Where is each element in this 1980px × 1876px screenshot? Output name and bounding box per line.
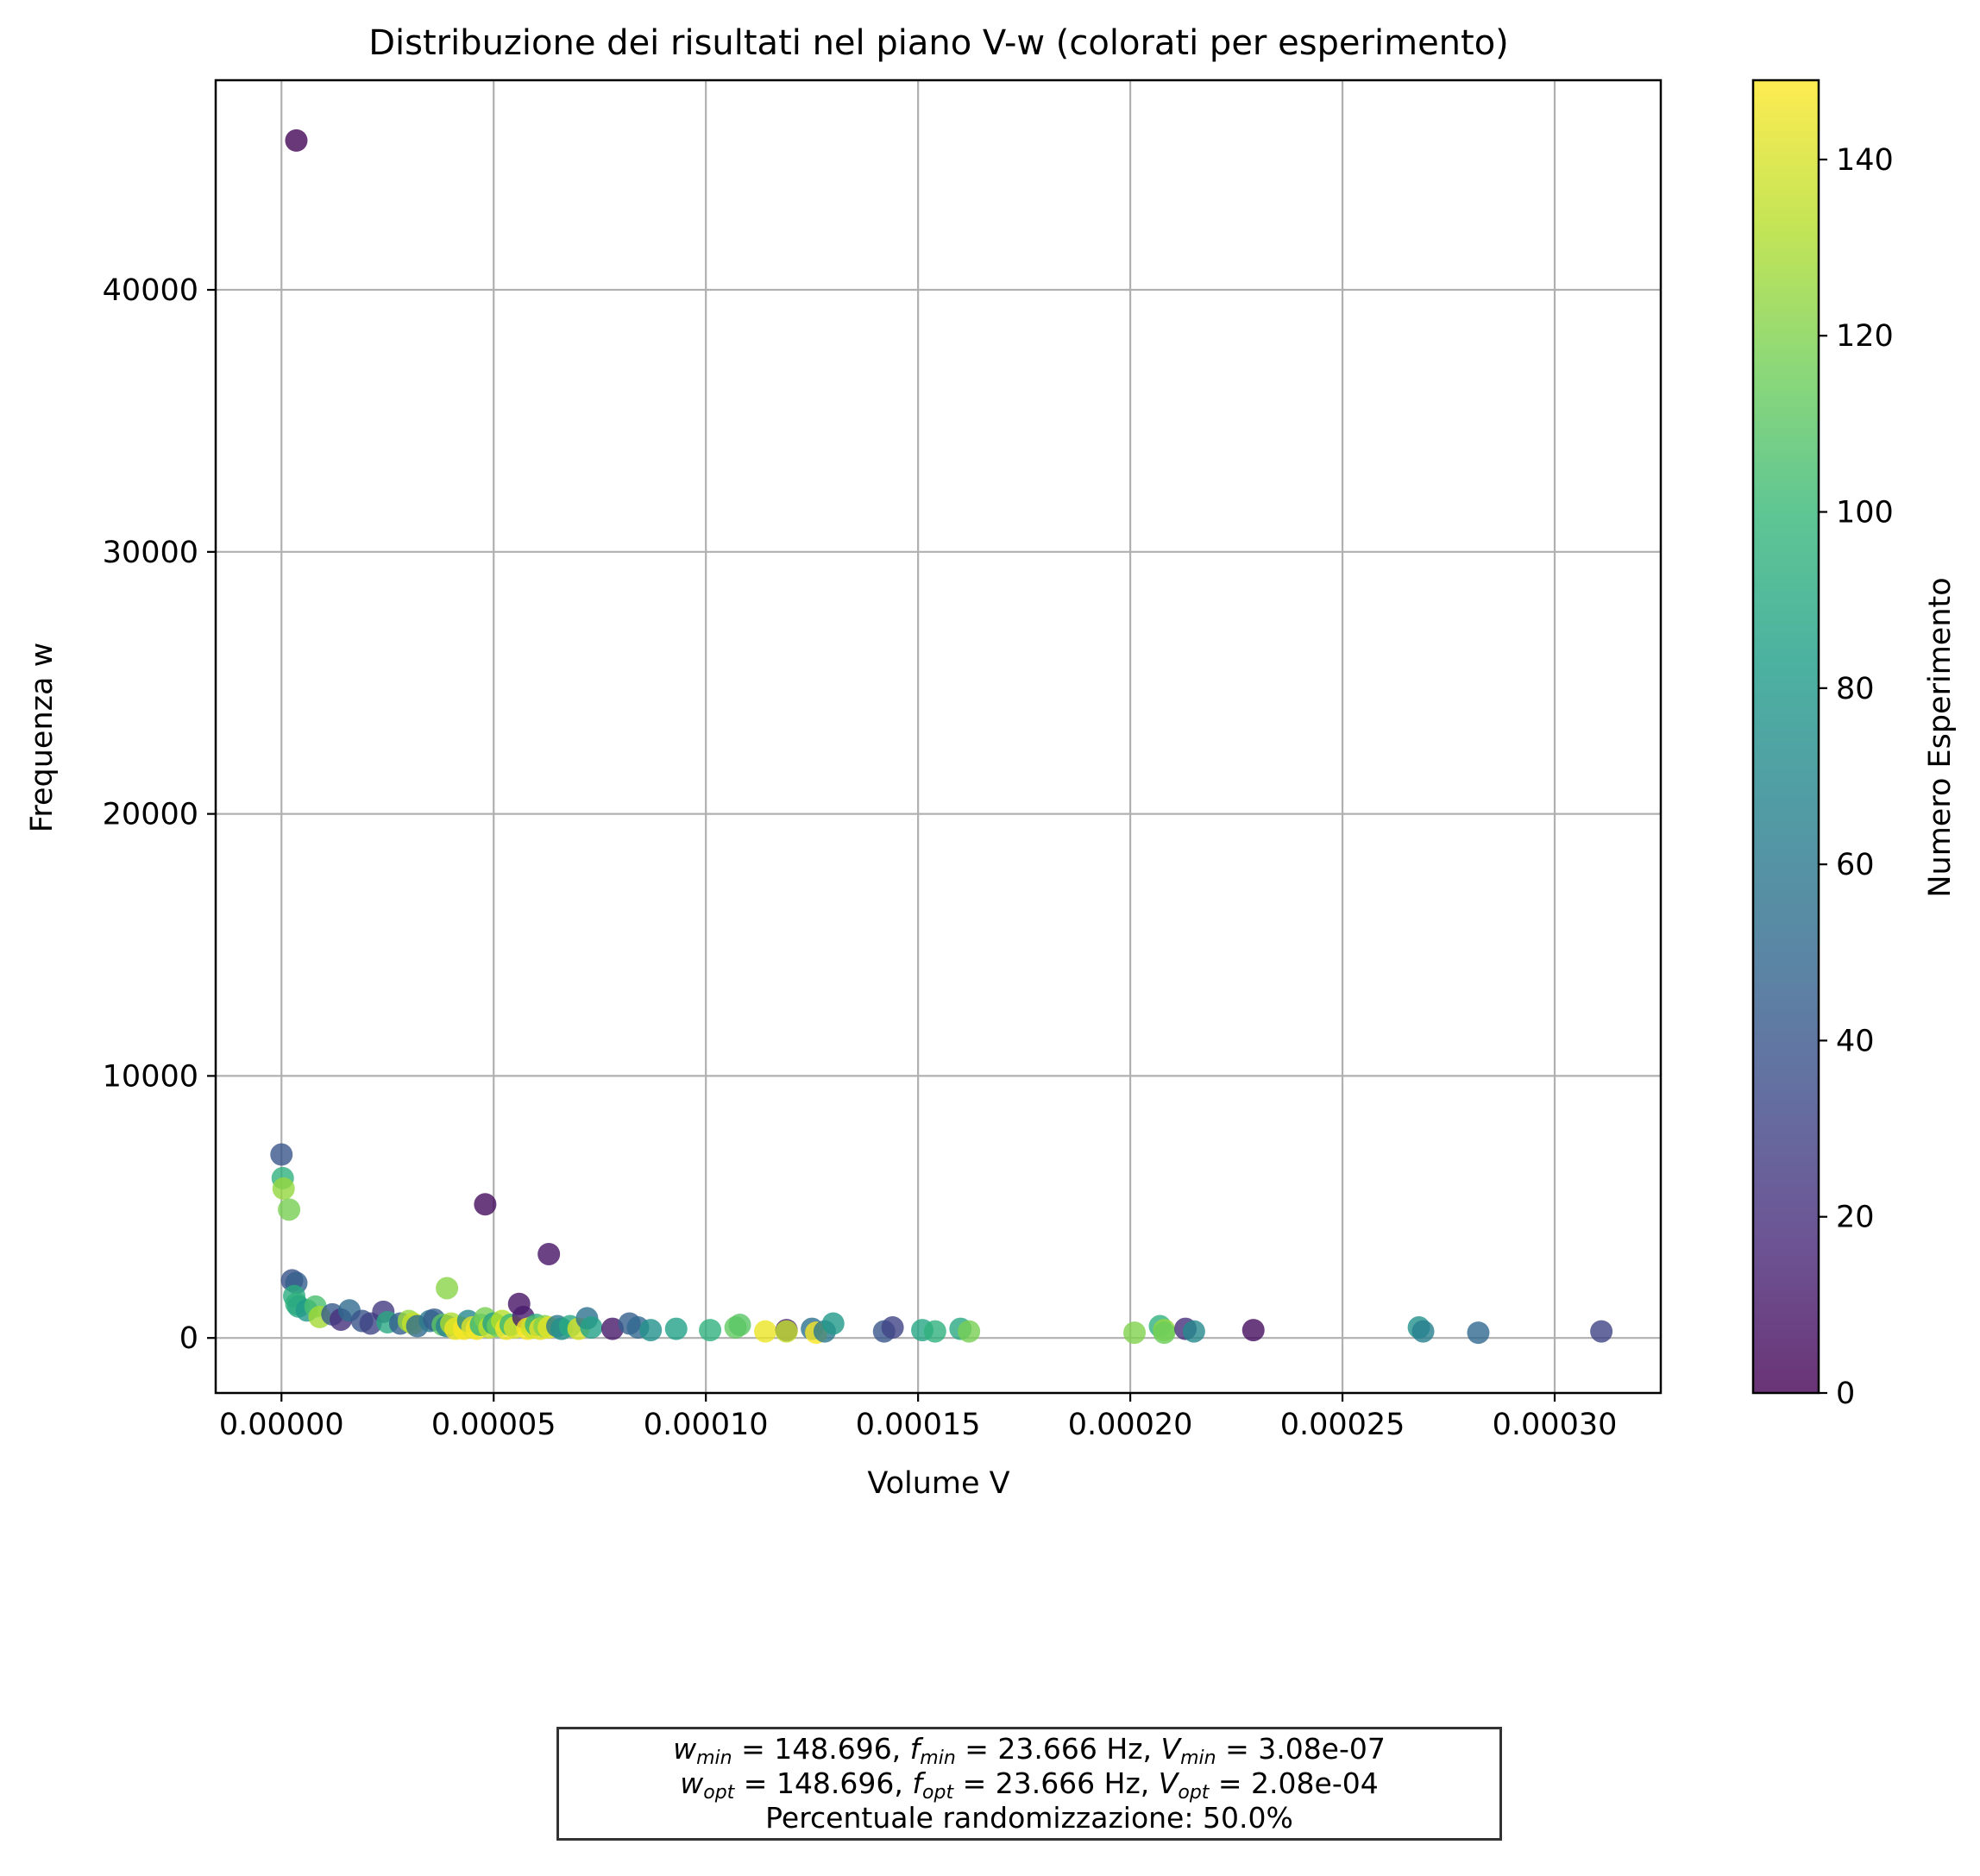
y-tick-label: 10000	[103, 1059, 198, 1094]
colorbar-tick-label: 80	[1836, 672, 1875, 706]
plot-frame	[214, 78, 1663, 1395]
x-axis: 0.00000 0.00005 0.00010 0.00015 0.00020 0.000…	[219, 1393, 1618, 1442]
data-point	[1590, 1320, 1613, 1343]
colorbar-label: Numero Esperimento	[1923, 577, 1958, 897]
data-point	[1153, 1321, 1176, 1345]
colorbar-tick-label: 0	[1836, 1377, 1855, 1411]
y-axis: 0 10000 20000 30000 40000	[103, 273, 216, 1356]
min-stats-line: wmin = 148.696, fmin = 23.666 Hz, Vmin =…	[673, 1732, 1386, 1769]
v-opt-value: = 2.08e-04	[1209, 1766, 1379, 1800]
data-point	[1182, 1320, 1205, 1343]
data-point	[699, 1319, 722, 1342]
data-point	[923, 1320, 946, 1343]
y-tick-label: 0	[179, 1321, 198, 1356]
w-symbol: w	[673, 1732, 697, 1766]
data-point	[436, 1277, 459, 1300]
opt-subscript: opt	[1178, 1782, 1210, 1804]
data-point	[754, 1320, 777, 1343]
colorbar-tick-label: 20	[1836, 1201, 1875, 1235]
data-point	[278, 1198, 301, 1221]
data-point	[821, 1312, 845, 1335]
data-point	[474, 1193, 497, 1216]
data-point	[1123, 1321, 1147, 1345]
x-tick-label: 0.00000	[219, 1408, 344, 1442]
x-tick-label: 0.00020	[1068, 1408, 1193, 1442]
colorbar-tick-label: 100	[1836, 496, 1894, 530]
v-symbol: V	[1160, 1732, 1181, 1766]
f-symbol: f	[909, 1732, 921, 1766]
x-tick-label: 0.00015	[856, 1408, 981, 1442]
data-point	[1411, 1320, 1435, 1343]
data-point	[270, 1143, 293, 1166]
data-point	[639, 1319, 663, 1342]
f-symbol: f	[912, 1766, 923, 1800]
x-tick-label: 0.00005	[431, 1408, 556, 1442]
opt-stats-line: wopt = 148.696, fopt = 23.666 Hz, Vopt =…	[680, 1766, 1379, 1804]
data-point	[600, 1317, 624, 1340]
x-axis-label: Volume V	[867, 1466, 1009, 1501]
data-point	[958, 1320, 981, 1343]
data-point	[1467, 1321, 1490, 1345]
opt-subscript: opt	[922, 1782, 954, 1804]
data-point	[285, 129, 308, 152]
colorbar-tick-label: 40	[1836, 1024, 1875, 1058]
data-point	[580, 1316, 603, 1340]
randomization-line: Percentuale randomizzazione: 50.0%	[765, 1801, 1293, 1835]
x-tick-label: 0.00030	[1493, 1408, 1618, 1442]
colorbar-axis: 0 20 40 60 80 100 120 140	[1819, 143, 1894, 1411]
data-point	[728, 1314, 751, 1337]
y-tick-label: 40000	[103, 273, 198, 308]
min-subscript: min	[1180, 1747, 1216, 1769]
y-tick-label: 20000	[103, 798, 198, 832]
colorbar-tick-label: 60	[1836, 848, 1875, 882]
x-tick-label: 0.00025	[1280, 1408, 1405, 1442]
y-axis-label: Frequenza w	[25, 643, 60, 832]
w-symbol: w	[680, 1766, 704, 1800]
data-point	[775, 1320, 798, 1343]
colorbar-tick-label: 140	[1836, 143, 1894, 178]
opt-subscript: opt	[703, 1782, 735, 1804]
stats-info-box: wmin = 148.696, fmin = 23.666 Hz, Vmin =…	[556, 1727, 1502, 1841]
data-points	[270, 129, 1613, 1345]
min-subscript: min	[920, 1747, 956, 1769]
y-tick-label: 30000	[103, 536, 198, 570]
w-min-value: = 148.696,	[732, 1732, 910, 1766]
f-opt-value: = 23.666 Hz,	[953, 1766, 1159, 1800]
data-point	[537, 1242, 561, 1265]
w-opt-value: = 148.696,	[734, 1766, 913, 1800]
x-tick-label: 0.00010	[644, 1408, 769, 1442]
v-min-value: = 3.08e-07	[1216, 1732, 1386, 1766]
data-point	[881, 1316, 904, 1340]
data-point	[664, 1317, 688, 1340]
colorbar	[1751, 78, 1820, 1395]
f-min-value: = 23.666 Hz,	[955, 1732, 1161, 1766]
v-symbol: V	[1158, 1766, 1179, 1800]
min-subscript: min	[696, 1747, 732, 1769]
chart-title: Distribuzione dei risultati nel piano V-…	[368, 23, 1509, 63]
data-point	[272, 1177, 295, 1201]
colorbar-tick-label: 120	[1836, 319, 1894, 354]
data-point	[1241, 1319, 1265, 1342]
grid-lines	[216, 80, 1661, 1393]
